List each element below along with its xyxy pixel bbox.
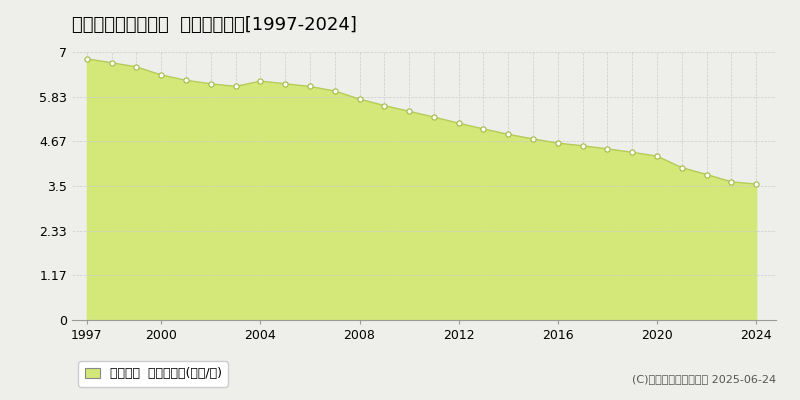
Legend: 基準地価  平均坪単価(万円/坪): 基準地価 平均坪単価(万円/坪) <box>78 361 228 386</box>
Point <box>303 83 316 90</box>
Text: 西諸県郡高原町西麓  基準地価推移[1997-2024]: 西諸県郡高原町西麓 基準地価推移[1997-2024] <box>72 16 357 34</box>
Point <box>402 108 415 114</box>
Point <box>576 142 589 149</box>
Point <box>675 164 688 171</box>
Point <box>452 120 465 126</box>
Point <box>700 171 713 178</box>
Point <box>626 149 638 156</box>
Point <box>650 153 663 159</box>
Point <box>106 60 118 66</box>
Point <box>328 88 341 94</box>
Point <box>725 178 738 185</box>
Point <box>130 64 143 70</box>
Point <box>230 83 242 90</box>
Point <box>601 146 614 152</box>
Point <box>750 181 762 187</box>
Point <box>254 78 266 84</box>
Point <box>205 80 218 87</box>
Point <box>526 136 539 142</box>
Point <box>180 77 193 84</box>
Text: (C)土地価格ドットコム 2025-06-24: (C)土地価格ドットコム 2025-06-24 <box>632 374 776 384</box>
Point <box>551 140 564 146</box>
Point <box>81 56 94 62</box>
Point <box>427 114 440 120</box>
Point <box>278 80 291 87</box>
Point <box>378 102 390 109</box>
Point <box>502 131 514 138</box>
Point <box>155 72 168 78</box>
Point <box>477 126 490 132</box>
Point <box>353 96 366 102</box>
